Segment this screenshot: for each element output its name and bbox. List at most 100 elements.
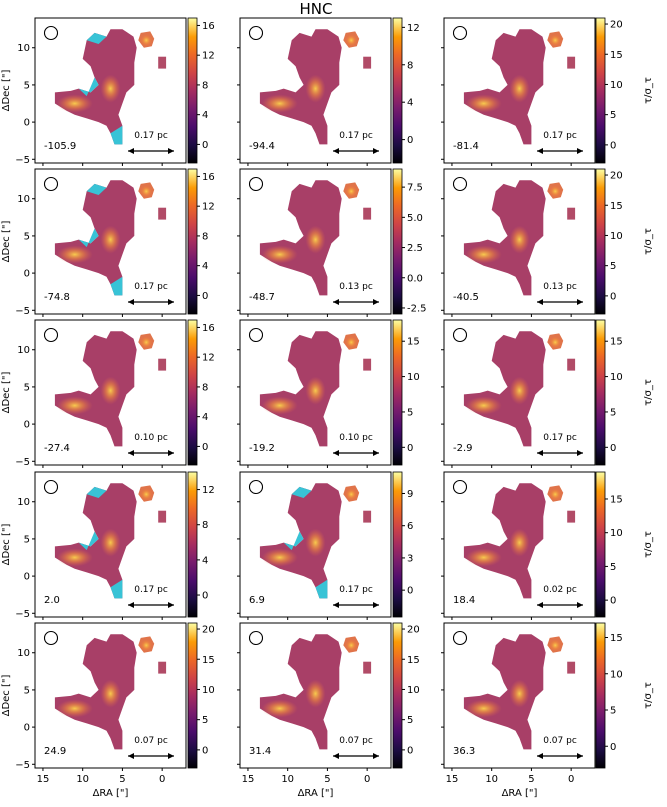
scale-bar-arrowhead xyxy=(577,753,583,759)
velocity-label: -48.7 xyxy=(249,292,275,303)
bright-region xyxy=(100,376,121,405)
colorbar-tick-label: 3 xyxy=(407,553,413,564)
colorbar-tick-label: 2.5 xyxy=(407,243,423,254)
bright-region xyxy=(548,638,563,653)
emission-map xyxy=(259,29,342,145)
colorbar-tick-label: 9 xyxy=(407,489,413,500)
emission-patch xyxy=(158,661,167,674)
colorbar xyxy=(595,622,606,769)
colorbar xyxy=(392,17,403,164)
x-tick-label: 15 xyxy=(446,774,459,785)
scale-bar-arrowhead xyxy=(168,148,174,154)
velocity-label: 2.0 xyxy=(44,595,60,606)
panel-frame xyxy=(34,17,187,164)
colorbar-label: τ/σ_τ xyxy=(643,682,654,709)
x-tick-label: 10 xyxy=(281,774,294,785)
bright-region xyxy=(261,548,298,567)
colorbar-label: τ/σ_τ xyxy=(643,531,654,558)
colorbar-tick-label: 10 xyxy=(610,669,623,680)
masked-region xyxy=(110,125,123,145)
y-axis-label: ΔDec ["] xyxy=(1,221,12,263)
bright-region xyxy=(344,184,359,199)
colorbar-label: τ/σ_τ xyxy=(643,77,654,104)
scale-bar-arrowhead xyxy=(333,602,339,608)
colorbar xyxy=(595,471,606,618)
x-axis-label: ΔRA ["] xyxy=(93,788,129,799)
velocity-label: -27.4 xyxy=(44,443,70,454)
y-tick-label: 0 xyxy=(24,118,30,129)
beam-ellipse xyxy=(43,327,59,343)
colorbar-tick-label: 10 xyxy=(610,80,623,91)
scale-bar-arrowhead xyxy=(537,148,543,154)
beam-ellipse xyxy=(248,479,264,495)
colorbar-tick-label: 15 xyxy=(610,494,623,505)
colorbar-tick-label: 15 xyxy=(202,655,215,666)
scale-bar-arrowhead xyxy=(373,753,379,759)
y-tick-label: 5 xyxy=(24,534,30,545)
bright-region xyxy=(139,335,154,350)
panel: 24.9 0.07 pc 15 10 5 0 −5 0 5 10 ΔDec ["] ΔRA ["] 0 5… xyxy=(1,622,215,799)
scale-bar-arrowhead xyxy=(577,148,583,154)
scale-bar-arrowhead xyxy=(577,299,583,305)
scale-bar-arrowhead xyxy=(333,299,339,305)
colorbar-tick-label: 15 xyxy=(610,50,623,61)
colorbar-tick-label: 15 xyxy=(407,655,420,666)
emission-patch xyxy=(158,56,167,69)
colorbar-tick-label: 4 xyxy=(202,261,208,272)
velocity-label: -19.2 xyxy=(249,443,275,454)
panel: 31.4 0.07 pc 15 10 5 0 ΔRA ["] 0 5 10 15 20 xyxy=(237,622,420,799)
y-tick-label: 5 xyxy=(24,80,30,91)
y-tick-label: 0 xyxy=(24,269,30,280)
colorbar-tick-label: 20 xyxy=(610,171,623,182)
colorbar-tick-label: 0 xyxy=(202,745,208,756)
velocity-label: 6.9 xyxy=(249,595,265,606)
bright-region xyxy=(465,94,502,113)
bright-region xyxy=(100,528,121,557)
bright-region xyxy=(56,699,93,718)
emission-patch xyxy=(567,661,576,674)
emission-map xyxy=(54,634,137,750)
scale-bar-arrowhead xyxy=(537,753,543,759)
y-axis-label: ΔDec ["] xyxy=(1,524,12,566)
y-axis-label: ΔDec ["] xyxy=(1,675,12,717)
y-tick-label: 10 xyxy=(17,497,30,508)
x-axis-label: ΔRA ["] xyxy=(502,788,538,799)
colorbar-tick-label: 10 xyxy=(407,372,420,383)
emission-patch xyxy=(567,56,576,69)
colorbar-tick-label: 5 xyxy=(407,715,413,726)
velocity-label: -40.5 xyxy=(453,292,479,303)
scale-bar-label: 0.13 pc xyxy=(543,282,577,292)
colorbar-tick-label: 8 xyxy=(407,60,413,71)
y-tick-label: −5 xyxy=(15,760,30,771)
panel-frame xyxy=(443,17,596,164)
colorbar-tick-label: 8 xyxy=(202,231,208,242)
colorbar-tick-label: 12 xyxy=(202,51,215,62)
panel-frame xyxy=(443,471,596,618)
colorbar-tick-label: 12 xyxy=(202,202,215,213)
colorbar xyxy=(392,471,403,618)
colorbar-tick-label: 5 xyxy=(610,261,616,272)
colorbar-tick-label: 5 xyxy=(407,407,413,418)
bright-region xyxy=(261,245,298,264)
bright-region xyxy=(305,225,326,254)
masked-region xyxy=(315,579,328,599)
bright-region xyxy=(465,699,502,718)
emission-map xyxy=(54,180,137,296)
scale-bar-arrowhead xyxy=(333,450,339,456)
panel-frame xyxy=(34,622,187,769)
colorbar-label: τ/σ_τ xyxy=(643,379,654,406)
y-tick-label: −5 xyxy=(15,306,30,317)
colorbar-tick-label: 0 xyxy=(407,135,413,146)
emission-map xyxy=(259,483,342,599)
beam-ellipse xyxy=(248,25,264,41)
x-tick-label: 10 xyxy=(76,774,89,785)
panel-frame xyxy=(239,168,392,315)
scale-bar-label: 0.07 pc xyxy=(339,736,373,746)
colorbar-tick-label: 16 xyxy=(202,172,215,183)
x-tick-label: 15 xyxy=(242,774,255,785)
bright-region xyxy=(100,74,121,103)
panel-frame xyxy=(34,168,187,315)
panel: -74.8 0.17 pc −5 0 5 10 ΔDec ["] 0 4 8 12 16 xyxy=(1,168,215,317)
bright-region xyxy=(344,335,359,350)
velocity-label: 24.9 xyxy=(44,746,66,757)
